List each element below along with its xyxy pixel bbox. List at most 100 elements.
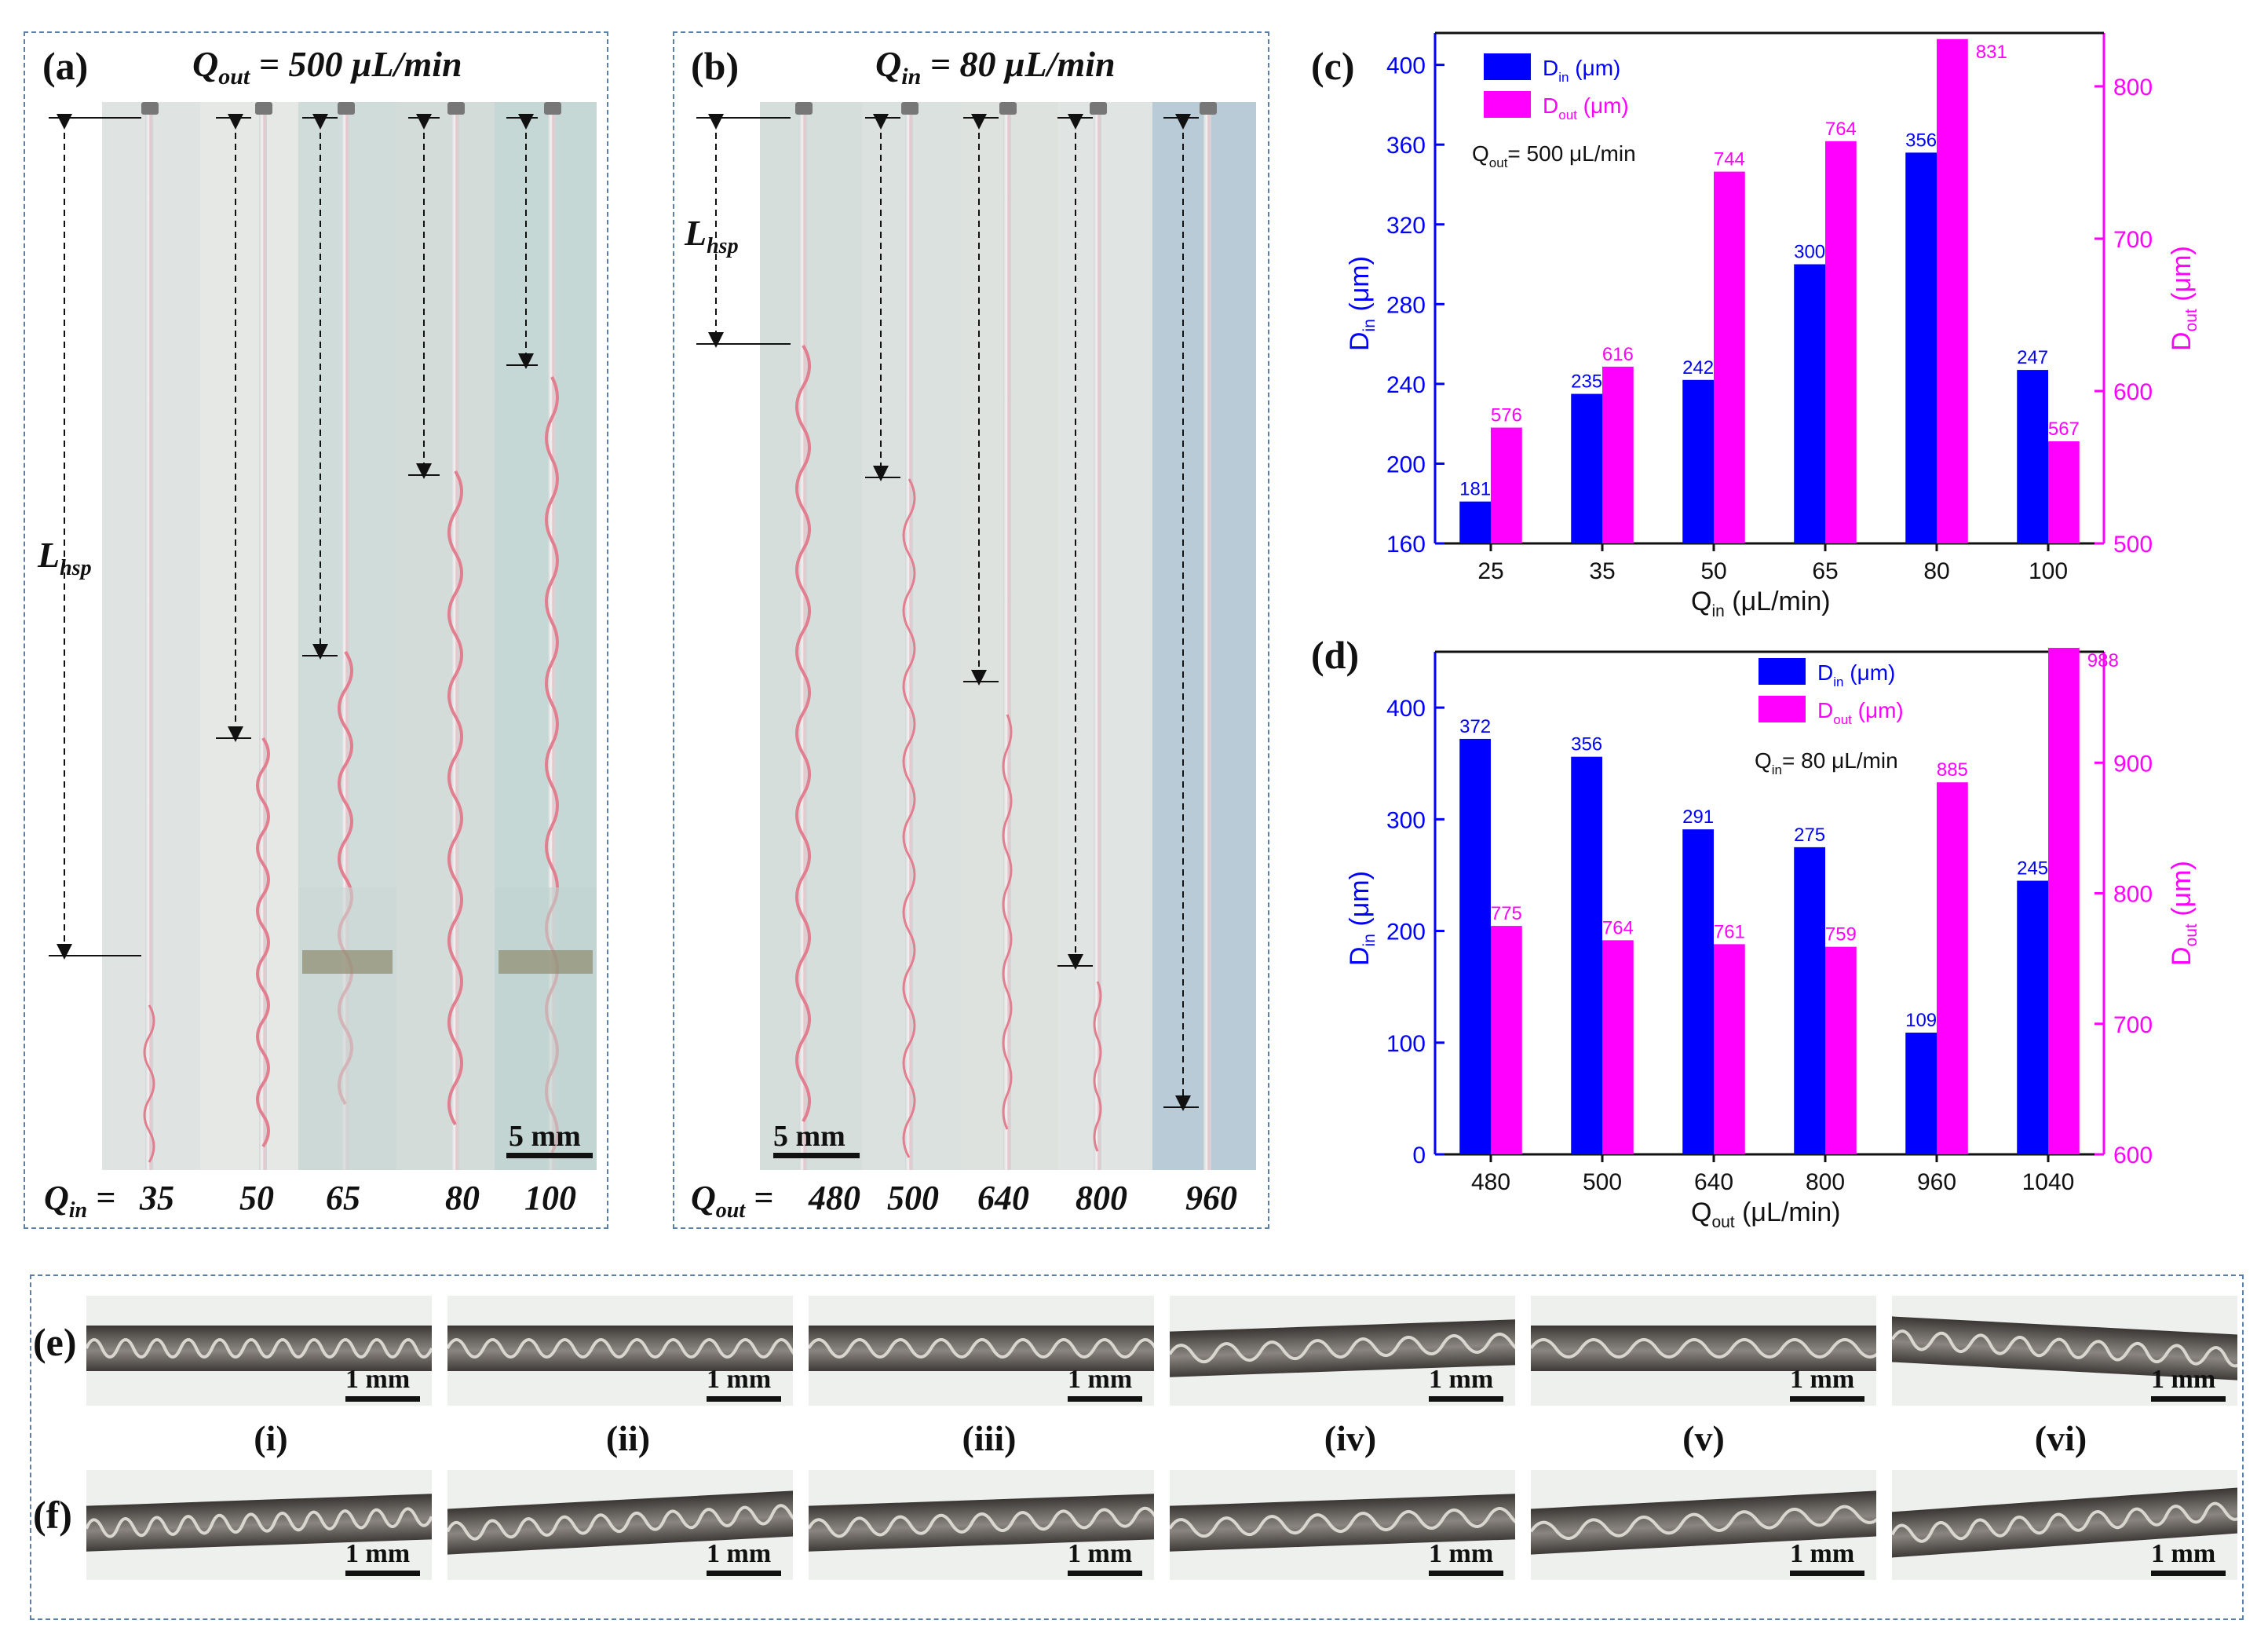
right-axis-label: Dout (μm) [2167,861,2200,966]
bar-dout [2048,648,2080,1154]
panel-b-title: Qin = 80 μL/min [875,44,1116,90]
helix-path [1892,1501,2237,1543]
bar-din-label: 300 [1794,242,1825,263]
x-axis-label: Qin (μL/min) [1691,587,1831,620]
bar-dout-label: 831 [1976,42,2007,63]
helix-overlay [1170,1507,1515,1538]
scale-bar [707,1571,781,1576]
helix-overlay [1892,1329,2237,1368]
panel-a-lhsp-label: Lhsp [38,535,92,581]
helix-path [1531,1505,1876,1540]
micrograph: 1 mm [1531,1470,1876,1580]
x-tick-label: 35 [1589,558,1615,584]
scale-bar-label: 1 mm [345,1539,411,1568]
helix-overlay [809,1338,1154,1359]
helix-overlay [86,1338,432,1359]
helix-overlay [1531,1338,1876,1359]
scale-bar-label: 1 mm [707,1365,772,1394]
legend-label-din: Din (μm) [1543,56,1620,85]
legend-swatch-dout [1484,91,1531,118]
micrograph: 1 mm [809,1470,1154,1580]
bar-din [1571,393,1602,543]
chart-d-annotation: Qin= 80 μL/min [1755,748,1898,777]
panel-b-flow-value: 480 [809,1179,860,1217]
panel-b-bottom-prefix: Qout = [691,1179,774,1223]
bar-dout [1825,946,1857,1154]
helix-path [809,1506,1154,1538]
helix-overlay [1531,1505,1876,1540]
left-tick-label: 240 [1386,372,1426,398]
micrograph: 1 mm [447,1470,793,1580]
panel-a-flow-value: 35 [140,1179,174,1217]
right-tick-label: 600 [2113,379,2153,405]
bar-dout-label: 576 [1491,405,1522,426]
bar-din [1682,829,1714,1154]
right-tick-label: 700 [2113,227,2153,253]
left-tick-label: 300 [1386,807,1426,833]
bar-dout-label: 567 [2048,419,2080,440]
panel-d-label: (d) [1311,633,1360,677]
left-tick-label: 100 [1386,1031,1426,1057]
scale-bar-label: 1 mm [345,1365,411,1394]
micrograph: 1 mm [1892,1470,2237,1580]
right-tick-label: 600 [2113,1143,2153,1168]
scale-bar-label: 1 mm [1429,1539,1494,1568]
bar-dout-label: 744 [1714,149,1745,170]
panel-a-flow-value: 50 [239,1179,274,1217]
bar-dout [1714,171,1745,543]
bar-din [1905,1032,1937,1154]
right-tick-label: 500 [2113,532,2153,558]
helix-path [809,1338,1154,1359]
left-tick-label: 200 [1386,920,1426,945]
roman-label: (iii) [962,1418,1017,1458]
bar-dout [1825,141,1857,543]
right-axis-label-text: Dout (μm) [2167,246,2200,351]
bar-din-label: 109 [1905,1010,1937,1031]
scale-bar-label: 1 mm [2151,1365,2216,1394]
bar-dout-label: 775 [1491,903,1522,924]
helix-overlay [447,1338,793,1359]
x-axis-label: Qout (μL/min) [1691,1198,1840,1231]
bar-din [1794,847,1825,1154]
bar-din-label: 247 [2017,347,2048,368]
right-tick-label: 700 [2113,1012,2153,1038]
scale-bar-label: 1 mm [1790,1365,1855,1394]
bar-din-label: 356 [1571,734,1602,755]
micrograph: 1 mm [1170,1470,1515,1580]
scale-bar [1429,1396,1503,1402]
helix-overlay [1892,1501,2237,1543]
fiber-channel [1531,1326,1876,1371]
bar-dout-label: 761 [1714,921,1745,942]
panel-a-flow-value: 80 [445,1179,480,1217]
bar-dout-label: 764 [1825,119,1857,140]
bar-dout [1937,38,1968,544]
scale-bar-label: 1 mm [1790,1539,1855,1568]
micrograph: 1 mm [809,1296,1154,1406]
right-tick-label: 800 [2113,75,2153,101]
bar-din-label: 242 [1682,357,1714,379]
micrograph: 1 mm [86,1296,432,1406]
x-tick-label: 100 [2029,558,2068,584]
bar-din-label: 291 [1682,806,1714,828]
helix-overlay [447,1504,793,1541]
bar-dout [1714,944,1745,1154]
helix-overlay [86,1507,432,1538]
x-tick-label: 25 [1477,558,1503,584]
panel-a-photo [102,102,597,1170]
panel-a-scale-label: 5 mm [509,1120,581,1153]
panel-c-label: (c) [1311,44,1355,88]
micrograph: 1 mm [1531,1296,1876,1406]
x-tick-label: 50 [1700,558,1726,584]
left-axis-label-text: Din (μm) [1345,871,1379,966]
left-axis-label-text: Din (μm) [1345,256,1379,351]
scale-bar-label: 1 mm [1429,1365,1494,1394]
bar-din [1794,264,1825,543]
panel-b [673,31,1269,1229]
bar-din [1905,152,1937,543]
legend-swatch-din [1759,658,1806,685]
bar-dout [1602,366,1634,543]
panel-e-label: (e) [33,1320,77,1364]
helix-path [447,1338,793,1359]
left-tick-label: 200 [1386,452,1426,477]
bar-din-label: 181 [1459,479,1491,500]
